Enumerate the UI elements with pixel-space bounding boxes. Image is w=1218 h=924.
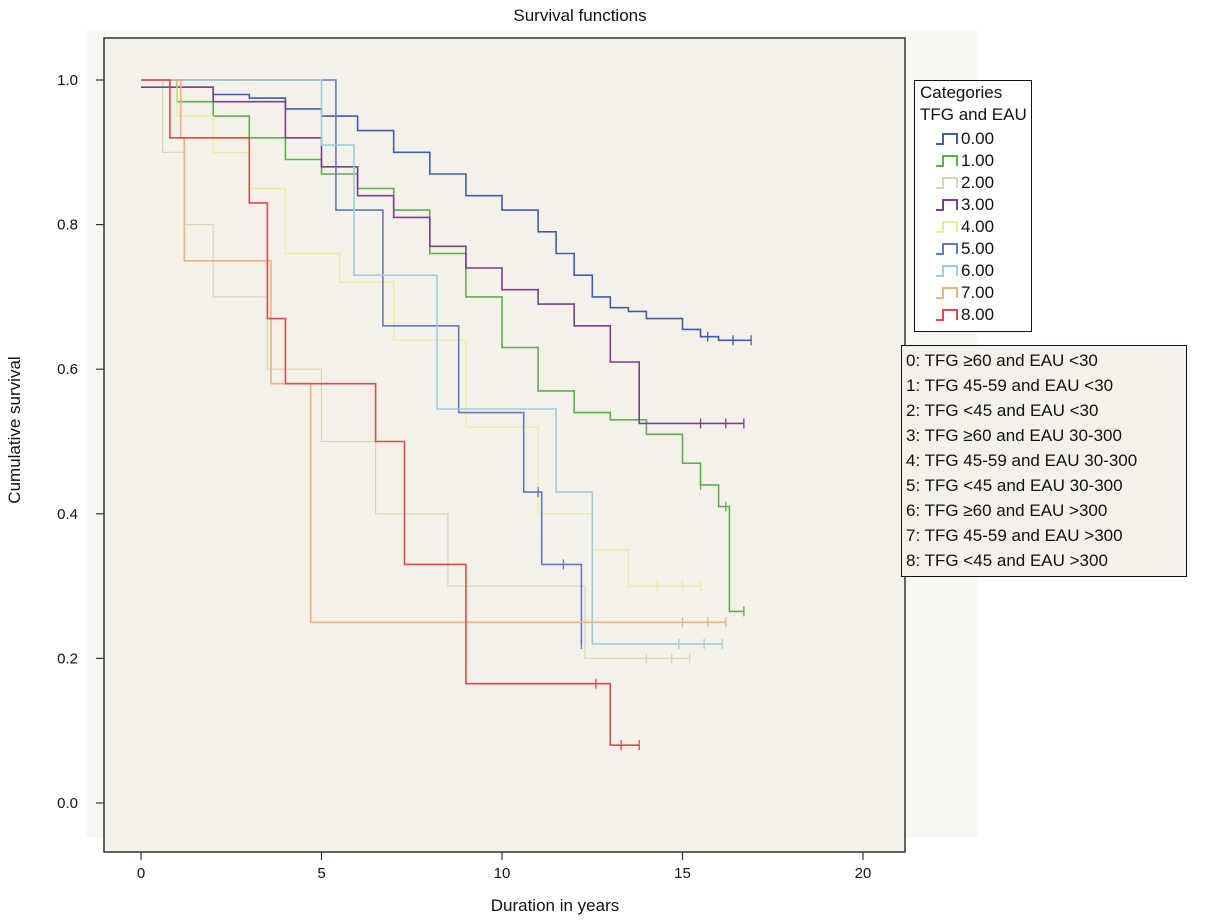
legend-item-8.00: 8.00 [935,305,1031,325]
legend-label-4.00: 4.00 [961,217,995,236]
category-key-item-6: 6: TFG ≥60 and EAU >300 [906,501,1108,520]
series-line-8.00 [141,79,640,746]
legend-item-2.00: 2.00 [935,173,1031,193]
legend-label-6.00: 6.00 [961,261,995,280]
x-axis-title: Duration in years [490,896,620,915]
legend-swatch-5.00 [936,243,958,255]
category-key-item-4: 4: TFG 45-59 and EAU 30-300 [906,451,1138,470]
series-line-5.00 [141,79,583,644]
series-line-7.00 [141,79,726,624]
category-key-item-3: 3: TFG ≥60 and EAU 30-300 [906,426,1122,445]
category-key-item-0: 0: TFG ≥60 and EAU <30 [906,351,1098,370]
legend-label-1.00: 1.00 [961,151,995,170]
legend-swatch-8.00 [936,309,958,321]
legend-swatch-2.00 [936,177,958,189]
legend-title-line-1: Categories [920,83,1003,102]
legend-item-1.00: 1.00 [935,151,1031,171]
x-tick-label-0: 0 [137,865,145,882]
y-tick-label-0.2: 0.2 [57,650,78,667]
category-key-item-8: 8: TFG <45 and EAU >300 [906,551,1108,570]
legend-item-7.00: 7.00 [935,283,1031,303]
category-key-item-2: 2: TFG <45 and EAU <30 [906,401,1099,420]
legend-label-7.00: 7.00 [961,283,995,302]
y-tick-label-1: 1.0 [57,72,78,89]
x-tick-label-10: 10 [494,865,511,882]
series-line-6.00 [141,79,723,645]
series-line-2.00 [141,79,690,659]
legend-label-2.00: 2.00 [961,173,995,192]
category-key-item-1: 1: TFG 45-59 and EAU <30 [906,376,1114,395]
legend-swatch-3.00 [936,199,958,211]
legend-item-0.00: 0.00 [935,129,1031,149]
legend-label-3.00: 3.00 [961,195,995,214]
legend-label-8.00: 8.00 [961,305,995,324]
category-key-item-5: 5: TFG <45 and EAU 30-300 [906,476,1123,495]
legend-title-line-2: TFG and EAU [920,105,1027,124]
x-tick-label-15: 15 [674,865,691,882]
y-tick-label-0.4: 0.4 [57,506,78,523]
chart-title: Survival functions [513,6,647,25]
x-tick-label-20: 20 [855,865,872,882]
x-tick-label-5: 5 [317,865,325,882]
series-line-1.00 [141,79,744,613]
series-line-0.00 [141,79,752,342]
legend-label-5.00: 5.00 [961,239,995,258]
legend-item-3.00: 3.00 [935,195,1031,215]
legend-label-0.00: 0.00 [961,129,995,148]
series-line-3.00 [141,86,744,425]
legend-swatch-6.00 [936,265,958,277]
category-key-item-7: 7: TFG 45-59 and EAU >300 [906,526,1123,545]
legend-item-5.00: 5.00 [935,239,1031,259]
legend-swatch-7.00 [936,287,958,299]
legend-swatch-0.00 [936,133,958,145]
legend-item-4.00: 4.00 [935,217,1031,237]
legend: Categories TFG and EAU 0.00 1.00 2.00 3.00 4… [914,80,1032,332]
y-tick-label-0.6: 0.6 [57,361,78,378]
legend-swatch-1.00 [936,155,958,167]
y-axis-title: Cumulative survival [5,356,24,504]
y-tick-label-0.8: 0.8 [57,217,78,234]
legend-item-6.00: 6.00 [935,261,1031,281]
plot-backdrop [86,30,978,838]
category-key: 0: TFG ≥60 and EAU <30 1: TFG 45-59 and … [901,345,1187,577]
legend-swatch-4.00 [936,221,958,233]
y-tick-label-0: 0.0 [57,795,78,812]
